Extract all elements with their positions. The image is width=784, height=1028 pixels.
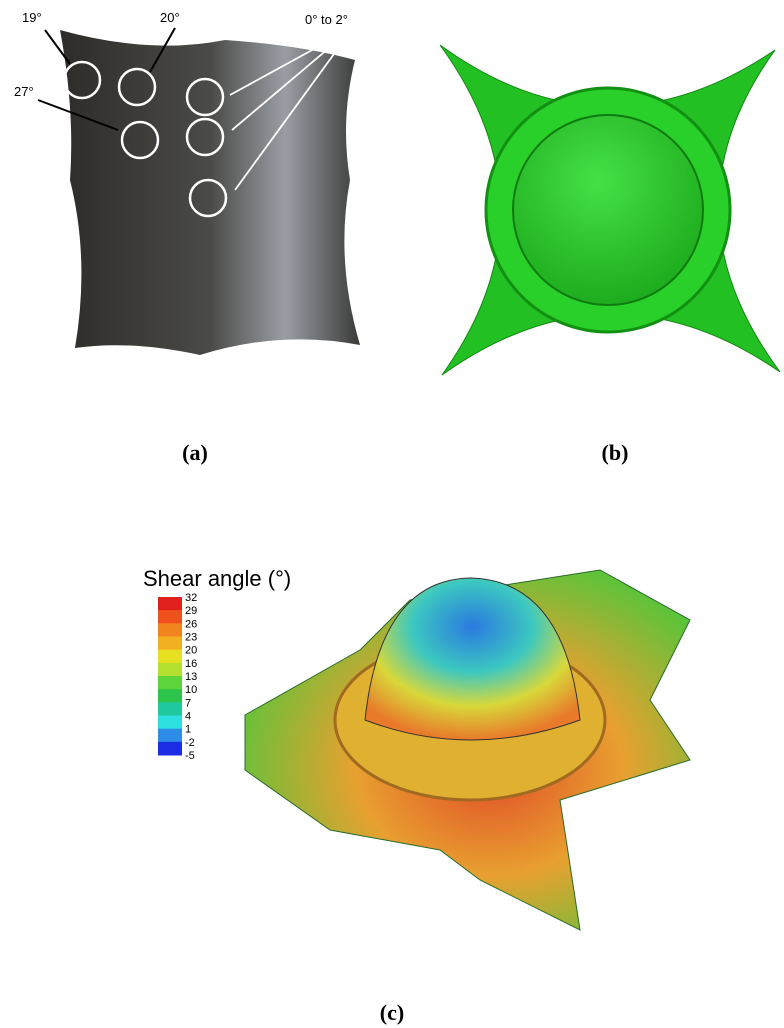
panel-b: (b) <box>439 44 781 465</box>
colorbar-label: 26 <box>185 618 197 630</box>
colorbar-swatch <box>158 597 182 611</box>
panel-a: 19° 20° 27° 0° to 2° (a) <box>14 10 360 465</box>
colorbar-label: 20 <box>185 645 197 657</box>
arrows-light <box>229 31 351 191</box>
colorbar-label: 32 <box>185 592 197 604</box>
colorbar-swatch <box>158 715 182 730</box>
colorbar-swatch <box>158 623 182 637</box>
dome <box>364 577 581 741</box>
circles <box>62 60 228 218</box>
colorbar-label: 4 <box>185 711 191 723</box>
annotation: 0° to 2° <box>305 12 348 27</box>
caption: (b) <box>602 440 629 465</box>
fabric-photo <box>60 30 360 355</box>
colorbar-label: 1 <box>185 724 191 736</box>
colorbar-label: 29 <box>185 605 197 617</box>
caption: (a) <box>182 440 208 465</box>
annotation: 20° <box>160 10 180 25</box>
colorbar-label: 10 <box>185 684 197 696</box>
colorbar-label: 7 <box>185 697 191 709</box>
colorbar-swatch <box>158 636 182 651</box>
colorbar-label: -5 <box>185 750 195 762</box>
colorbar-swatch <box>158 689 182 703</box>
colorbar-swatch <box>158 676 182 690</box>
colorbar-label: 23 <box>185 632 197 644</box>
colorbar-swatch <box>158 741 182 756</box>
caption: (c) <box>380 1000 404 1025</box>
colorbar-swatch <box>158 610 182 624</box>
colorbar-title: Shear angle (°) <box>143 566 291 591</box>
colorbar-swatch <box>158 702 182 716</box>
colorbar-label: -2 <box>185 737 195 749</box>
colorbar-label: 16 <box>185 658 197 670</box>
colorbar-swatch <box>158 662 182 677</box>
colorbar-swatch <box>158 728 182 743</box>
colorbar-label: 13 <box>185 671 197 683</box>
colorbar-swatch <box>158 649 182 664</box>
arrows-dark <box>37 27 176 131</box>
annotation: 27° <box>14 84 34 99</box>
panel-c: Shear angle (°) (c) 3229262320161310741-… <box>143 566 691 1025</box>
dome <box>512 114 704 306</box>
annotation: 19° <box>22 10 42 25</box>
